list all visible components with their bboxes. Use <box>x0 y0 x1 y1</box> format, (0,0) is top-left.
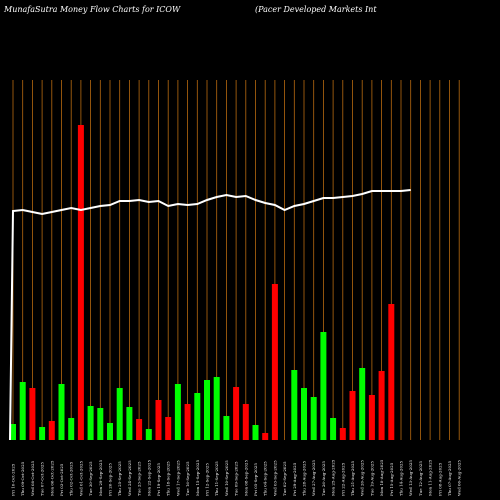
money-flow-bar <box>77 125 84 440</box>
money-flow-bar <box>87 406 94 440</box>
x-tick-label: Wed 27-Aug-2025 <box>311 460 316 496</box>
x-tick-label: Tue 02-Sep-2025 <box>282 461 287 496</box>
x-tick-label: Fri 03-Oct-2025 <box>59 463 64 496</box>
money-flow-bar <box>320 332 327 440</box>
money-flow-bar <box>116 388 123 440</box>
x-tick-label: Tue 30-Sep-2025 <box>88 461 93 496</box>
money-flow-bar <box>223 416 230 440</box>
x-tick-label: Tue 07-Oct-2025 <box>40 462 45 496</box>
x-tick-labels: Fri 10-Oct-2025 Thu 09-Oct-2025 Wed 08-Oct… <box>11 459 462 496</box>
x-tick-label: Fri 05-Sep-2025 <box>253 463 258 496</box>
x-tick-label: Mon 11-Aug-2025 <box>428 459 433 496</box>
x-tick-label: Thu 28-Aug-2025 <box>302 460 307 496</box>
money-flow-bar <box>174 384 181 440</box>
money-flow-bar <box>262 433 269 440</box>
x-tick-label: Tue 09-Sep-2025 <box>234 461 239 496</box>
x-tick-label: Wed 01-Oct-2025 <box>78 460 83 496</box>
x-tick-label: Thu 04-Sep-2025 <box>263 461 268 496</box>
x-tick-label: Fri 08-Aug-2025 <box>437 462 442 496</box>
x-tick-label: Tue 26-Aug-2025 <box>321 461 326 496</box>
money-flow-bar <box>242 404 249 440</box>
price-line <box>9 189 411 441</box>
money-flow-bar <box>330 418 337 440</box>
money-flow-bar <box>145 429 152 440</box>
money-flow-bar <box>184 404 191 440</box>
money-flow-bar <box>136 419 143 440</box>
x-tick-label: Thu 07-Aug-2025 <box>447 460 452 496</box>
x-tick-label: Wed 03-Sep-2025 <box>272 460 277 496</box>
x-tick-label: Wed 06-Aug-2025 <box>457 460 462 496</box>
money-flow-bar <box>58 384 65 440</box>
money-flow-bar <box>19 382 26 440</box>
money-flow-bar <box>388 304 395 440</box>
x-tick-label: Wed 13-Aug-2025 <box>408 460 413 496</box>
money-flow-bar <box>252 425 259 440</box>
x-tick-label: Thu 09-Oct-2025 <box>20 461 25 496</box>
x-tick-label: Tue 12-Aug-2025 <box>418 461 423 496</box>
money-flow-bar <box>165 417 172 440</box>
money-flow-bar <box>194 393 201 440</box>
x-tick-label: Tue 16-Sep-2025 <box>185 461 190 496</box>
x-tick-label: Fri 12-Sep-2025 <box>205 463 210 496</box>
chart-title: MunafaSutra Money Flow Charts for ICOW <box>3 5 181 14</box>
x-tick-label: Thu 25-Sep-2025 <box>117 461 122 496</box>
price-line-layer <box>9 189 411 441</box>
money-flow-bar <box>339 428 346 440</box>
money-flow-bar <box>301 388 307 440</box>
x-tick-label: Mon 08-Sep-2025 <box>243 460 248 496</box>
x-tick-label: Wed 17-Sep-2025 <box>175 460 180 496</box>
x-tick-label: Mon 29-Sep-2025 <box>98 460 103 496</box>
x-tick-label: Tue 23-Sep-2025 <box>137 461 142 496</box>
x-tick-label: Fri 22-Aug-2025 <box>340 462 345 496</box>
money-flow-bar <box>126 407 133 440</box>
x-tick-label: Tue 19-Aug-2025 <box>369 461 374 496</box>
x-tick-label: Mon 06-Oct-2025 <box>49 460 54 496</box>
money-flow-bar <box>310 397 317 440</box>
x-tick-label: Wed 10-Sep-2025 <box>224 460 229 496</box>
money-flow-bar <box>291 370 298 440</box>
money-flow-bar <box>213 377 220 440</box>
x-tick-label: Fri 19-Sep-2025 <box>156 463 161 496</box>
money-flow-bar <box>39 427 46 440</box>
x-tick-label: Wed 20-Aug-2025 <box>360 460 365 496</box>
money-flow-bar <box>359 368 366 440</box>
money-flow-bar <box>48 421 55 440</box>
x-tick-label: Mon 25-Aug-2025 <box>331 459 336 496</box>
money-flow-bar <box>204 380 210 440</box>
money-flow-bar <box>97 408 104 440</box>
x-tick-label: Wed 24-Sep-2025 <box>127 460 132 496</box>
money-flow-bar <box>368 395 375 440</box>
money-flow-bar <box>68 418 75 440</box>
x-tick-label: Mon 15-Sep-2025 <box>195 460 200 496</box>
x-tick-label: Wed 08-Oct-2025 <box>30 460 35 496</box>
x-tick-label: Fri 29-Aug-2025 <box>292 462 297 496</box>
x-tick-label: Thu 11-Sep-2025 <box>214 461 219 496</box>
money-flow-bar <box>155 400 162 440</box>
money-flow-bar <box>349 391 356 440</box>
bars <box>10 125 395 440</box>
x-tick-label: Mon 22-Sep-2025 <box>146 460 151 496</box>
x-tick-label: Fri 26-Sep-2025 <box>108 463 113 496</box>
money-flow-bar <box>378 371 385 440</box>
money-flow-bar <box>10 424 16 440</box>
x-tick-label: Thu 14-Aug-2025 <box>399 460 404 496</box>
x-tick-label: Mon 18-Aug-2025 <box>379 459 384 496</box>
x-tick-label: Fri 15-Aug-2025 <box>389 462 394 496</box>
x-tick-label: Fri 10-Oct-2025 <box>11 463 16 496</box>
money-flow-bar <box>233 387 240 440</box>
money-flow-bar <box>29 388 36 440</box>
x-tick-label: Thu 18-Sep-2025 <box>166 461 171 496</box>
chart-subtitle: (Pacer Developed Markets Int <box>255 5 377 14</box>
money-flow-bar <box>107 423 113 440</box>
x-tick-label: Thu 02-Oct-2025 <box>69 461 74 496</box>
money-flow-bar <box>271 284 278 440</box>
x-tick-label: Thu 21-Aug-2025 <box>350 460 355 496</box>
